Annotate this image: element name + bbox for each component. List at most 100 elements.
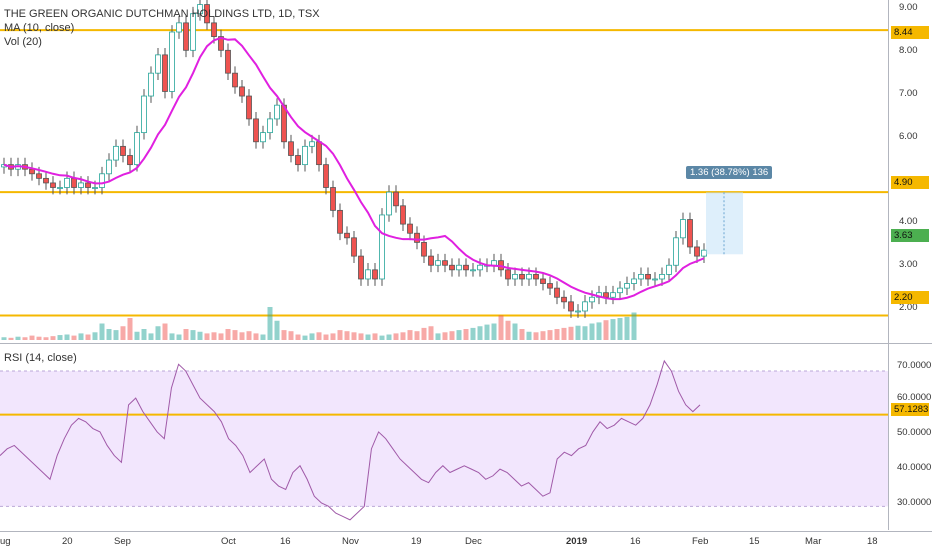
candle-body xyxy=(197,4,203,15)
candle-body xyxy=(204,4,210,24)
price-pane[interactable]: THE GREEN ORGANIC DUTCHMAN HOLDINGS LTD,… xyxy=(0,0,888,343)
candle-body xyxy=(162,54,168,92)
candle-body xyxy=(246,95,252,120)
candle-body xyxy=(554,287,560,298)
volume-bar xyxy=(134,331,140,340)
volume-bar xyxy=(22,337,28,340)
candle-body xyxy=(120,145,126,156)
candle-body xyxy=(379,214,385,280)
rsi-tick: 30.0000 xyxy=(897,497,932,508)
candle-body xyxy=(407,223,413,234)
time-label: ug xyxy=(0,536,11,547)
level-tag-2-20[interactable]: 2.20 xyxy=(891,291,929,304)
candle-body xyxy=(680,219,686,239)
volume-bar xyxy=(8,337,14,340)
rsi-tick: 60.0000 xyxy=(897,392,932,403)
candle-body xyxy=(155,54,161,74)
symbol-title[interactable]: THE GREEN ORGANIC DUTCHMAN HOLDINGS LTD,… xyxy=(4,8,320,20)
candle-body xyxy=(624,283,630,289)
volume-bar xyxy=(288,331,294,340)
rsi-level-tag[interactable]: 57.1283 xyxy=(891,403,929,416)
candle-body xyxy=(183,22,189,51)
volume-bar xyxy=(71,335,77,340)
candle-body xyxy=(92,187,98,189)
volume-bar xyxy=(183,329,189,340)
volume-bar xyxy=(449,331,455,340)
price-scale[interactable]: 9.00 8.00 7.00 6.00 4.00 3.00 2.00 xyxy=(888,0,932,343)
volume-bar xyxy=(302,335,308,340)
volume-bar xyxy=(57,335,63,340)
level-tag-8-44[interactable]: 8.44 xyxy=(891,26,929,39)
rsi-scale[interactable]: 70.0000 60.0000 50.0000 40.0000 30.0000 xyxy=(888,344,932,530)
candle-body xyxy=(211,22,217,37)
volume-bar xyxy=(484,324,490,340)
volume-bar xyxy=(505,320,511,340)
volume-bar xyxy=(330,333,336,340)
candle-body xyxy=(512,273,518,280)
candle-body xyxy=(393,191,399,207)
volume-bar xyxy=(113,330,119,340)
volume-bar xyxy=(393,333,399,340)
price-tick: 9.00 xyxy=(899,2,918,13)
candle-body xyxy=(169,31,175,92)
time-label: 20 xyxy=(62,536,73,547)
volume-bar xyxy=(295,334,301,340)
candle-body xyxy=(435,260,441,266)
time-label-year: 2019 xyxy=(566,536,588,547)
time-label: 16 xyxy=(280,536,291,547)
volume-bar xyxy=(1,337,7,340)
price-chart[interactable] xyxy=(0,0,888,343)
candle-body xyxy=(547,283,553,289)
ma-legend[interactable]: MA (10, close) xyxy=(4,22,75,34)
rsi-chart[interactable] xyxy=(0,344,888,530)
pane-separator[interactable] xyxy=(0,343,932,344)
volume-bar xyxy=(162,323,168,340)
volume-bar xyxy=(519,329,525,340)
volume-bar xyxy=(197,331,203,340)
volume-bar xyxy=(267,307,273,340)
time-axis[interactable]: ug 20 Sep Oct 16 Nov 19 Dec 2019 16 Feb … xyxy=(0,531,932,551)
price-legend: THE GREEN ORGANIC DUTCHMAN HOLDINGS LTD,… xyxy=(4,7,320,49)
candle-body xyxy=(176,22,182,33)
candle-body xyxy=(358,255,364,280)
candle-body xyxy=(337,209,343,234)
volume-bar xyxy=(176,334,182,340)
last-price-tag: 3.63 xyxy=(891,229,929,242)
volume-bar xyxy=(435,333,441,340)
volume-bar xyxy=(64,334,70,340)
candle-body xyxy=(414,232,420,243)
time-label: Dec xyxy=(465,536,482,547)
candle-body xyxy=(561,296,567,303)
volume-bar xyxy=(463,329,469,340)
rsi-legend[interactable]: RSI (14, close) xyxy=(4,352,77,364)
volume-bar xyxy=(386,334,392,340)
candle-body xyxy=(29,168,35,175)
level-tag-4-90[interactable]: 4.90 xyxy=(891,176,929,189)
candle-body xyxy=(652,278,658,281)
volume-bar xyxy=(575,325,581,340)
volume-bar xyxy=(92,332,98,340)
volume-bar xyxy=(428,326,434,340)
volume-bar xyxy=(232,330,238,340)
rsi-pane[interactable]: RSI (14, close) xyxy=(0,344,888,530)
vol-legend[interactable]: Vol (20) xyxy=(4,36,42,48)
volume-bar xyxy=(204,333,210,340)
volume-bar xyxy=(316,332,322,340)
volume-bar xyxy=(603,320,609,340)
price-tick: 2.00 xyxy=(899,302,918,313)
time-label: 16 xyxy=(630,536,641,547)
candle-body xyxy=(148,72,154,97)
candle-body xyxy=(610,292,616,298)
volume-bar xyxy=(36,336,42,340)
volume-bar xyxy=(540,331,546,340)
candle-body xyxy=(428,255,434,266)
candle-body xyxy=(372,269,378,280)
volume-bar xyxy=(568,326,574,340)
candle-body xyxy=(85,182,91,188)
time-label: Feb xyxy=(692,536,709,547)
candle-body xyxy=(316,141,322,166)
candle-body xyxy=(533,273,539,280)
volume-bar xyxy=(624,316,630,340)
volume-bar xyxy=(253,333,259,340)
candle-body xyxy=(71,177,77,188)
